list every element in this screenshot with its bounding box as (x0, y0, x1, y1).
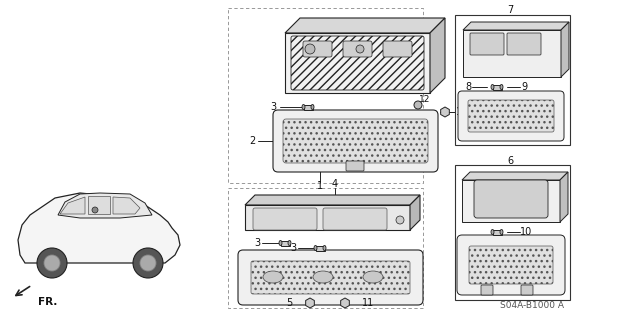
Polygon shape (340, 298, 349, 308)
Polygon shape (462, 172, 568, 180)
Polygon shape (462, 180, 560, 222)
Ellipse shape (500, 85, 503, 90)
Ellipse shape (363, 271, 383, 283)
Polygon shape (88, 196, 110, 214)
Bar (493, 85, 502, 90)
Circle shape (140, 255, 156, 271)
Circle shape (37, 248, 67, 278)
Text: 10: 10 (520, 227, 532, 237)
FancyBboxPatch shape (481, 285, 493, 295)
Polygon shape (113, 197, 140, 214)
Circle shape (44, 255, 60, 271)
Text: 12: 12 (419, 95, 431, 105)
Ellipse shape (323, 246, 326, 250)
Circle shape (414, 101, 422, 109)
Circle shape (305, 44, 315, 54)
Polygon shape (285, 18, 445, 33)
Ellipse shape (288, 241, 291, 246)
FancyBboxPatch shape (507, 33, 541, 55)
Polygon shape (58, 193, 152, 218)
Polygon shape (245, 205, 410, 230)
Bar (455, 165, 570, 300)
Ellipse shape (313, 271, 333, 283)
Text: 11: 11 (362, 298, 374, 308)
FancyBboxPatch shape (468, 100, 554, 132)
Polygon shape (285, 33, 430, 93)
Text: 1: 1 (317, 181, 323, 191)
FancyBboxPatch shape (283, 119, 428, 163)
FancyBboxPatch shape (458, 91, 564, 141)
Text: FR.: FR. (38, 297, 58, 307)
FancyBboxPatch shape (346, 161, 364, 171)
Text: 8: 8 (465, 82, 471, 92)
Text: 3: 3 (254, 238, 260, 248)
Circle shape (92, 207, 98, 213)
Polygon shape (306, 298, 314, 308)
Ellipse shape (311, 105, 314, 109)
Text: 5: 5 (286, 298, 292, 308)
FancyBboxPatch shape (470, 33, 504, 55)
Polygon shape (463, 22, 569, 30)
Ellipse shape (302, 105, 305, 109)
Polygon shape (463, 30, 561, 77)
Bar (316, 246, 324, 250)
FancyBboxPatch shape (253, 208, 317, 230)
Text: 7: 7 (507, 5, 513, 15)
Text: 2: 2 (249, 136, 255, 146)
Ellipse shape (491, 229, 494, 234)
Circle shape (133, 248, 163, 278)
Polygon shape (245, 195, 420, 205)
Bar (228, 8, 423, 183)
Ellipse shape (491, 85, 494, 90)
FancyBboxPatch shape (343, 41, 372, 57)
Ellipse shape (500, 229, 503, 234)
Polygon shape (560, 172, 568, 222)
FancyBboxPatch shape (251, 261, 410, 294)
FancyBboxPatch shape (303, 41, 332, 57)
Ellipse shape (263, 271, 283, 283)
FancyBboxPatch shape (457, 235, 565, 295)
Text: 3: 3 (290, 243, 296, 253)
Text: S04A-B1000 A: S04A-B1000 A (500, 300, 564, 309)
Polygon shape (18, 193, 180, 263)
Text: 6: 6 (507, 156, 513, 166)
Text: 11: 11 (456, 107, 468, 117)
Bar (303, 105, 312, 109)
FancyBboxPatch shape (521, 285, 533, 295)
Text: 9: 9 (521, 82, 527, 92)
FancyBboxPatch shape (383, 41, 412, 57)
Bar (280, 241, 289, 246)
Bar (455, 15, 570, 145)
FancyBboxPatch shape (323, 208, 387, 230)
Circle shape (396, 216, 404, 224)
Polygon shape (441, 107, 449, 117)
Text: 4: 4 (332, 179, 338, 189)
FancyBboxPatch shape (238, 250, 423, 305)
Polygon shape (430, 18, 445, 93)
Ellipse shape (279, 241, 282, 246)
Polygon shape (561, 22, 569, 77)
Polygon shape (410, 195, 420, 230)
Circle shape (356, 45, 364, 53)
Bar (493, 229, 502, 234)
FancyBboxPatch shape (474, 180, 548, 218)
FancyBboxPatch shape (273, 110, 438, 172)
Text: 3: 3 (270, 102, 276, 112)
Polygon shape (60, 197, 85, 214)
FancyBboxPatch shape (469, 246, 553, 284)
Bar (228, 188, 423, 308)
Ellipse shape (314, 246, 317, 250)
